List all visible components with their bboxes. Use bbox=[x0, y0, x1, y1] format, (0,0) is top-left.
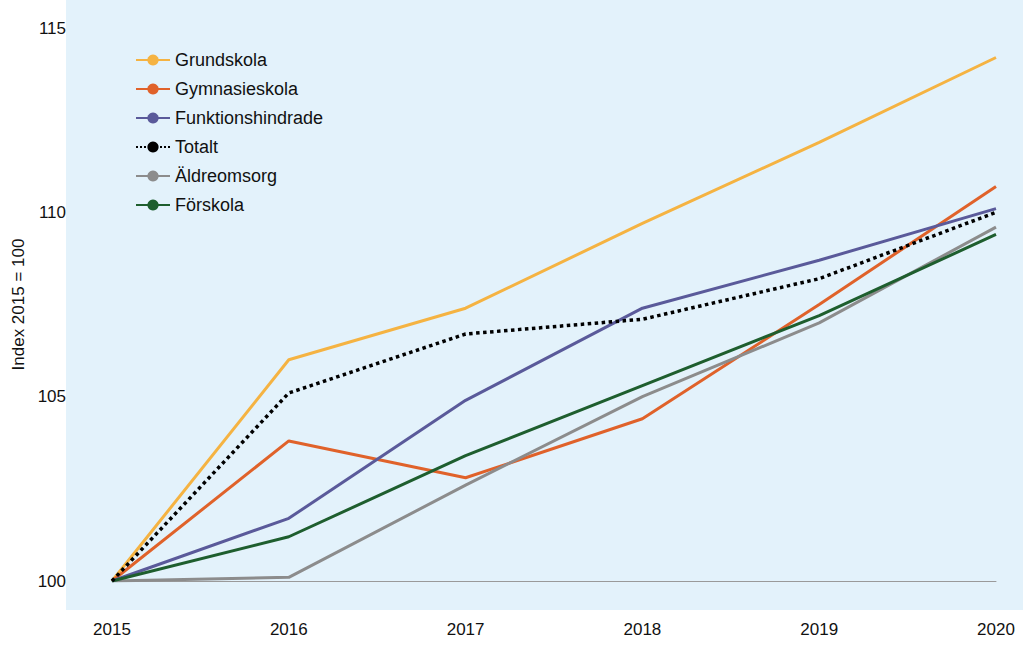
svg-text:Gymnasieskola: Gymnasieskola bbox=[175, 79, 299, 99]
svg-text:100: 100 bbox=[38, 572, 66, 591]
svg-text:110: 110 bbox=[39, 203, 66, 222]
svg-text:Totalt: Totalt bbox=[175, 137, 218, 157]
svg-text:Grundskola: Grundskola bbox=[175, 50, 268, 70]
svg-text:Förskola: Förskola bbox=[175, 195, 245, 215]
svg-text:2017: 2017 bbox=[447, 620, 485, 639]
svg-text:2015: 2015 bbox=[93, 620, 131, 639]
svg-text:2020: 2020 bbox=[977, 620, 1015, 639]
svg-text:2018: 2018 bbox=[623, 620, 661, 639]
svg-text:Äldreomsorg: Äldreomsorg bbox=[175, 166, 277, 186]
svg-text:115: 115 bbox=[39, 19, 66, 38]
svg-text:2019: 2019 bbox=[800, 620, 838, 639]
svg-text:Funktionshindrade: Funktionshindrade bbox=[175, 108, 323, 128]
svg-text:Index 2015 = 100: Index 2015 = 100 bbox=[9, 239, 28, 371]
svg-text:2016: 2016 bbox=[270, 620, 308, 639]
svg-text:105: 105 bbox=[38, 387, 66, 406]
